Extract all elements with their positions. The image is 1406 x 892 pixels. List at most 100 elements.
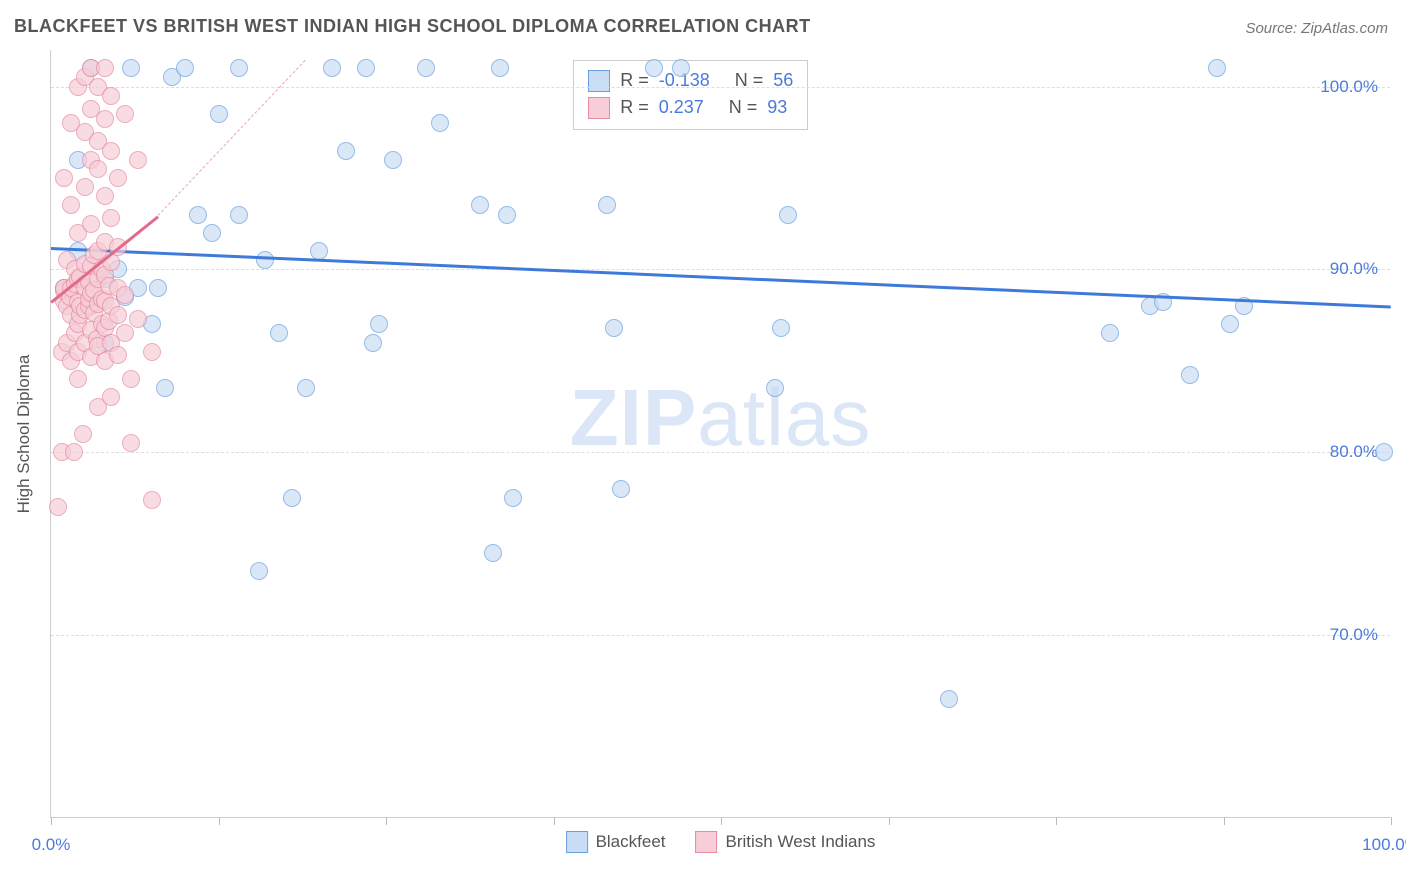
- data-point: [176, 59, 194, 77]
- legend-label-bwi: British West Indians: [726, 832, 876, 852]
- stats-row-blackfeet: R = -0.138 N = 56: [588, 67, 793, 94]
- data-point: [940, 690, 958, 708]
- data-point: [96, 187, 114, 205]
- data-point: [49, 498, 67, 516]
- data-point: [645, 59, 663, 77]
- plot-area: ZIPatlas R = -0.138 N = 56 R = 0.237 N =…: [50, 50, 1390, 818]
- source-label: Source: ZipAtlas.com: [1245, 20, 1388, 37]
- gridline: [51, 269, 1390, 270]
- stats-n-value-blackfeet: 56: [773, 67, 793, 94]
- swatch-blackfeet: [588, 70, 610, 92]
- data-point: [102, 388, 120, 406]
- chart-container: BLACKFEET VS BRITISH WEST INDIAN HIGH SC…: [0, 0, 1406, 892]
- bottom-legend: Blackfeet British West Indians: [566, 831, 876, 853]
- data-point: [122, 370, 140, 388]
- x-tick: [219, 817, 220, 825]
- trend-line: [51, 247, 1391, 308]
- data-point: [370, 315, 388, 333]
- data-point: [96, 59, 114, 77]
- data-point: [471, 196, 489, 214]
- data-point: [109, 169, 127, 187]
- watermark-light: atlas: [697, 373, 871, 462]
- data-point: [116, 286, 134, 304]
- data-point: [89, 160, 107, 178]
- data-point: [116, 324, 134, 342]
- data-point: [491, 59, 509, 77]
- legend-label-blackfeet: Blackfeet: [596, 832, 666, 852]
- data-point: [384, 151, 402, 169]
- data-point: [250, 562, 268, 580]
- data-point: [484, 544, 502, 562]
- data-point: [143, 343, 161, 361]
- data-point: [337, 142, 355, 160]
- watermark: ZIPatlas: [570, 372, 871, 464]
- chart-title: BLACKFEET VS BRITISH WEST INDIAN HIGH SC…: [14, 16, 811, 37]
- data-point: [270, 324, 288, 342]
- data-point: [417, 59, 435, 77]
- swatch-bwi: [588, 97, 610, 119]
- data-point: [76, 178, 94, 196]
- stats-n-value-bwi: 93: [767, 94, 787, 121]
- data-point: [766, 379, 784, 397]
- x-tick: [1391, 817, 1392, 825]
- x-tick: [1056, 817, 1057, 825]
- data-point: [69, 370, 87, 388]
- data-point: [498, 206, 516, 224]
- data-point: [129, 151, 147, 169]
- stats-r-value-bwi: 0.237: [659, 94, 704, 121]
- data-point: [772, 319, 790, 337]
- data-point: [283, 489, 301, 507]
- watermark-bold: ZIP: [570, 373, 697, 462]
- x-tick: [1224, 817, 1225, 825]
- y-tick-label: 70.0%: [1330, 625, 1378, 645]
- data-point: [230, 59, 248, 77]
- x-tick: [889, 817, 890, 825]
- data-point: [779, 206, 797, 224]
- data-point: [612, 480, 630, 498]
- data-point: [55, 169, 73, 187]
- data-point: [74, 425, 92, 443]
- data-point: [122, 59, 140, 77]
- y-axis-label: High School Diploma: [14, 355, 34, 514]
- stats-row-bwi: R = 0.237 N = 93: [588, 94, 793, 121]
- data-point: [256, 251, 274, 269]
- data-point: [62, 196, 80, 214]
- data-point: [189, 206, 207, 224]
- data-point: [1375, 443, 1393, 461]
- legend-item-bwi: British West Indians: [696, 831, 876, 853]
- x-tick: [721, 817, 722, 825]
- data-point: [1208, 59, 1226, 77]
- data-point: [82, 215, 100, 233]
- data-point: [364, 334, 382, 352]
- stats-r-label: R =: [620, 94, 649, 121]
- stats-n-label: N =: [729, 94, 758, 121]
- data-point: [297, 379, 315, 397]
- data-point: [96, 110, 114, 128]
- data-point: [598, 196, 616, 214]
- data-point: [605, 319, 623, 337]
- gridline: [51, 87, 1390, 88]
- data-point: [65, 443, 83, 461]
- y-tick-label: 100.0%: [1320, 77, 1378, 97]
- data-point: [1101, 324, 1119, 342]
- x-tick-label: 100.0%: [1362, 835, 1406, 855]
- legend-swatch-bwi: [696, 831, 718, 853]
- data-point: [149, 279, 167, 297]
- data-point: [357, 59, 375, 77]
- data-point: [672, 59, 690, 77]
- y-tick-label: 80.0%: [1330, 442, 1378, 462]
- stats-n-label: N =: [735, 67, 764, 94]
- data-point: [143, 491, 161, 509]
- legend-item-blackfeet: Blackfeet: [566, 831, 666, 853]
- data-point: [203, 224, 221, 242]
- data-point: [156, 379, 174, 397]
- trend-line-extension: [158, 59, 306, 215]
- stats-box: R = -0.138 N = 56 R = 0.237 N = 93: [573, 60, 808, 130]
- data-point: [504, 489, 522, 507]
- data-point: [1181, 366, 1199, 384]
- gridline: [51, 635, 1390, 636]
- x-tick: [386, 817, 387, 825]
- gridline: [51, 452, 1390, 453]
- data-point: [431, 114, 449, 132]
- data-point: [230, 206, 248, 224]
